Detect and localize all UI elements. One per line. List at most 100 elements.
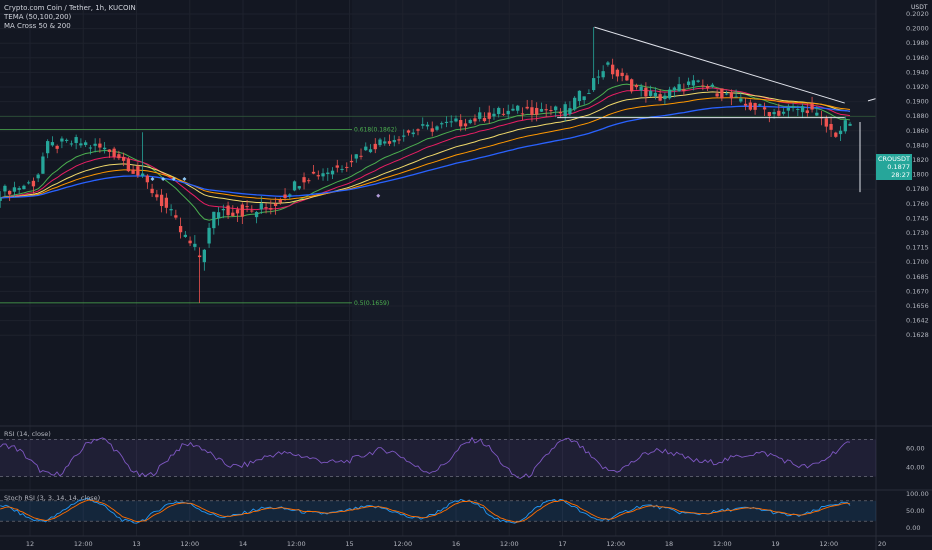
candle-body bbox=[107, 149, 112, 152]
candle-body bbox=[359, 155, 363, 157]
candle-body bbox=[587, 93, 591, 95]
fibonacci-retracement[interactable]: 0.618(0.1862) 0.5(0.1659) bbox=[0, 115, 876, 307]
candle-body bbox=[444, 121, 449, 123]
candle-body bbox=[663, 95, 667, 100]
candle-body bbox=[411, 132, 415, 135]
candle-body bbox=[449, 121, 453, 123]
candle-body bbox=[743, 103, 748, 106]
tema-200-line bbox=[0, 97, 851, 201]
candle-body bbox=[720, 88, 724, 99]
candle-body bbox=[777, 110, 781, 116]
currency-label[interactable]: USDT bbox=[911, 4, 928, 11]
candle-body bbox=[159, 194, 164, 207]
band-fill bbox=[0, 439, 876, 477]
candle-body bbox=[273, 203, 278, 206]
cross-marker bbox=[171, 176, 176, 181]
candle-body bbox=[136, 166, 140, 176]
price-axis-bg bbox=[876, 0, 932, 536]
candle-body bbox=[183, 234, 187, 237]
candle-body bbox=[482, 117, 487, 122]
candle-body bbox=[615, 69, 620, 77]
candle-body bbox=[767, 112, 771, 117]
candlesticks[interactable] bbox=[0, 27, 852, 303]
candle-body bbox=[55, 145, 59, 149]
candle-body bbox=[682, 89, 686, 92]
candle-body bbox=[478, 112, 482, 119]
candle-body bbox=[140, 173, 145, 176]
candle-body bbox=[781, 111, 786, 114]
candle-body bbox=[288, 194, 292, 196]
candle-body bbox=[639, 86, 643, 91]
candle-body bbox=[259, 203, 263, 210]
candle-body bbox=[117, 154, 121, 159]
candle-body bbox=[573, 97, 577, 110]
time-tick-label: 16 bbox=[452, 540, 460, 548]
rsi-label[interactable]: RSI (14, close) bbox=[4, 430, 51, 438]
price-tick-label: 0.1730 bbox=[906, 229, 929, 237]
time-tick-label: 13 bbox=[132, 540, 140, 548]
candle-body bbox=[330, 170, 335, 175]
time-tick-label: 19 bbox=[771, 540, 779, 548]
candle-body bbox=[368, 149, 373, 153]
candle-body bbox=[50, 142, 55, 146]
symbol-title[interactable]: Crypto.com Coin / Tether, 1h, KUCOIN bbox=[4, 4, 136, 12]
ma-cross-legend[interactable]: MA Cross 50 & 200 bbox=[4, 22, 71, 30]
candle-body bbox=[667, 89, 672, 99]
candle-body bbox=[454, 118, 458, 122]
candle-body bbox=[824, 118, 828, 127]
candle-body bbox=[582, 96, 586, 101]
price-tick-label: 0.1670 bbox=[906, 287, 929, 295]
candle-body bbox=[12, 187, 17, 192]
candle-body bbox=[459, 120, 463, 127]
candle-body bbox=[74, 137, 78, 143]
candle-body bbox=[278, 199, 282, 203]
candle-body bbox=[383, 141, 387, 144]
candle-body bbox=[786, 107, 790, 111]
time-tick-label: 12:00 bbox=[500, 540, 519, 548]
candle-body bbox=[126, 159, 131, 172]
candle-body bbox=[254, 212, 259, 218]
candle-body bbox=[188, 240, 192, 244]
candle-body bbox=[406, 130, 411, 133]
candle-body bbox=[387, 141, 392, 144]
candle-body bbox=[212, 211, 216, 229]
candle-body bbox=[46, 141, 50, 154]
price-tick-label: 0.1800 bbox=[906, 171, 929, 179]
last-price-symbol: CROUSDT bbox=[878, 155, 911, 163]
candle-body bbox=[60, 138, 64, 142]
candle-body bbox=[150, 188, 154, 194]
candle-body bbox=[297, 186, 301, 189]
stoch-rsi-label[interactable]: Stoch RSI (3, 3, 14, 14, close) bbox=[4, 494, 101, 502]
candle-body bbox=[796, 108, 800, 110]
price-tick-label: 0.1700 bbox=[906, 258, 929, 266]
candle-body bbox=[487, 112, 491, 119]
candle-body bbox=[705, 85, 710, 89]
time-tick-label: 12:00 bbox=[713, 540, 732, 548]
candle-body bbox=[724, 93, 729, 95]
candle-body bbox=[178, 226, 183, 233]
price-tick-label: 0.1920 bbox=[906, 83, 929, 91]
candle-body bbox=[648, 90, 653, 96]
candle-body bbox=[41, 156, 45, 174]
candle-body bbox=[373, 143, 377, 150]
candle-body bbox=[762, 107, 767, 110]
time-axis[interactable]: 12 12:00 13 12:00 14 12:00 15 12:00 16 12:00 17 12:… bbox=[0, 535, 932, 548]
time-tick-label: 12:00 bbox=[74, 540, 93, 548]
last-price-value: 0.1877 bbox=[887, 163, 910, 171]
candle-body bbox=[321, 173, 325, 177]
session-highlight bbox=[352, 0, 876, 420]
candle-body bbox=[155, 194, 159, 198]
candle-body bbox=[568, 108, 572, 115]
tema-legend[interactable]: TEMA (50,100,200) bbox=[4, 13, 72, 21]
candle-body bbox=[492, 113, 496, 117]
candle-body bbox=[739, 98, 743, 102]
candle-body bbox=[216, 212, 221, 219]
candle-body bbox=[207, 227, 211, 244]
price-tick-label: 0.1642 bbox=[906, 317, 929, 325]
price-axis[interactable]: 0.2020 0.2000 0.1980 0.1960 0.1940 0.1920 0.19… bbox=[875, 0, 932, 550]
candle-body bbox=[349, 160, 354, 163]
trendline bbox=[594, 26, 845, 104]
candle-body bbox=[558, 111, 563, 114]
price-tick-label: 0.2000 bbox=[906, 25, 929, 33]
